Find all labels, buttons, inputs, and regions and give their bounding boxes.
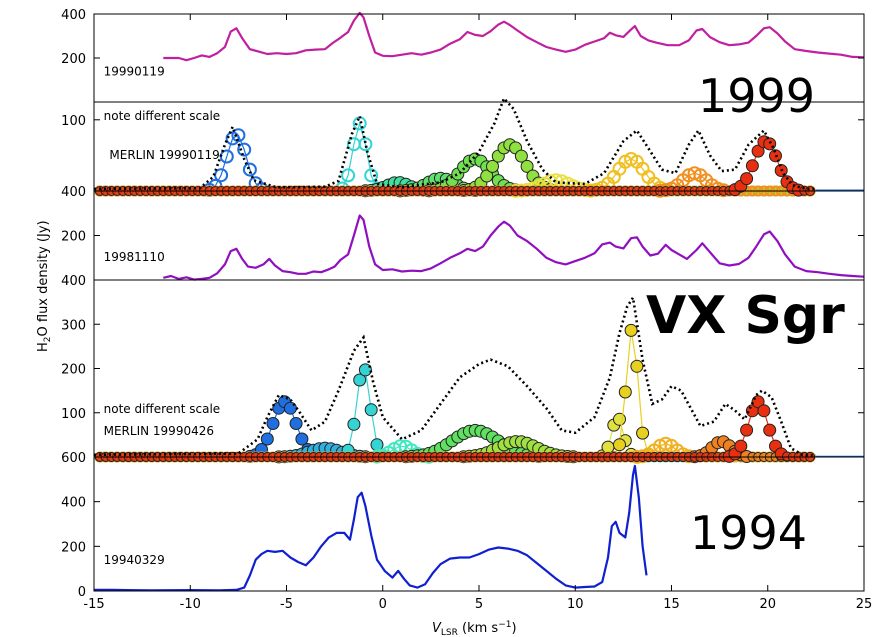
envelope-line [93, 294, 816, 457]
axes: 2004001002004001002003004000200400600-15… [61, 8, 872, 612]
panel-p1994: 19940329 [94, 464, 648, 592]
feature-marker [486, 159, 499, 173]
year-label-1994: 1994 [690, 506, 807, 560]
feature-marker [364, 168, 379, 183]
year-label-1999: 1999 [698, 69, 815, 123]
feature-marker [514, 149, 528, 163]
y-tick-label: 100 [61, 114, 86, 129]
feature-marker [242, 162, 257, 177]
object-name-label: VX Sgr [646, 286, 845, 346]
y-tick-label: 200 [61, 540, 86, 555]
y-tick-label: 200 [61, 363, 86, 378]
panel-annotation: MERLIN 19990426 [104, 424, 214, 438]
y-tick-label: 200 [61, 230, 86, 245]
y-tick-label: 400 [61, 496, 86, 511]
x-tick-label: -5 [280, 597, 293, 612]
feature-marker [358, 137, 373, 152]
feature-marker [734, 439, 748, 453]
spectrum-line [94, 464, 648, 592]
feature-marker [740, 423, 754, 437]
feature-marker [341, 168, 356, 183]
feature-marker [618, 385, 632, 399]
feature-marker [364, 403, 378, 417]
feature-marker [624, 323, 638, 337]
feature-marker [763, 137, 777, 151]
x-tick-label: 15 [663, 597, 680, 612]
y-tick-label: 400 [61, 274, 86, 289]
x-tick-label: -10 [180, 597, 201, 612]
x-tick-label: 20 [759, 597, 776, 612]
y-tick-label: 200 [61, 52, 86, 67]
feature-marker [636, 426, 650, 440]
x-tick-label: 5 [475, 597, 483, 612]
x-tick-label: -15 [83, 597, 104, 612]
x-tick-label: 10 [567, 597, 584, 612]
panel-annotation: 19990119 [104, 65, 165, 79]
feature-marker [289, 417, 303, 430]
feature-marker [295, 432, 309, 446]
x-axis-title: VLSR (km s−1) [432, 620, 517, 637]
feature-marker [237, 142, 252, 157]
x-tick-label: 25 [856, 597, 873, 612]
feature-marker [763, 423, 777, 437]
feature-marker [745, 159, 759, 173]
y-tick-label: 400 [61, 185, 86, 200]
feature-marker [757, 404, 771, 418]
feature-marker [260, 432, 274, 446]
y-tick-label: 400 [61, 8, 86, 23]
panel-annotation: note different scale [104, 109, 221, 123]
feature-marker [751, 144, 765, 158]
feature-marker [613, 438, 626, 452]
feature-marker [630, 359, 644, 373]
feature-marker [480, 169, 494, 183]
panel-annotation: note different scale [104, 402, 221, 416]
panel-p1999: 19990119 [104, 11, 865, 79]
y-tick-label: 0 [78, 585, 86, 600]
y-tick-label: 300 [61, 318, 86, 333]
panel-p1998: 19981110 [104, 214, 865, 281]
feature-marker [353, 373, 367, 387]
x-tick-label: 0 [379, 597, 387, 612]
y-axis-title: H2O flux density (Jy) [36, 220, 53, 352]
feature-marker [740, 172, 754, 186]
feature-marker [266, 417, 280, 430]
feature-marker [613, 412, 626, 426]
y-tick-label: 600 [61, 451, 86, 466]
spectrum-line [163, 214, 865, 281]
envelope-line [93, 95, 816, 191]
y-tick-label: 100 [61, 407, 86, 422]
panel-annotation: 19981110 [104, 250, 165, 264]
panel-annotation: MERLIN 19990119 [109, 148, 219, 162]
spectrum-line [163, 11, 865, 62]
panel-annotation: 19940329 [104, 553, 165, 567]
feature-marker [358, 363, 372, 377]
feature-marker [520, 159, 534, 173]
feature-marker [601, 440, 615, 454]
feature-marker [231, 128, 246, 143]
feature-marker [347, 417, 361, 431]
